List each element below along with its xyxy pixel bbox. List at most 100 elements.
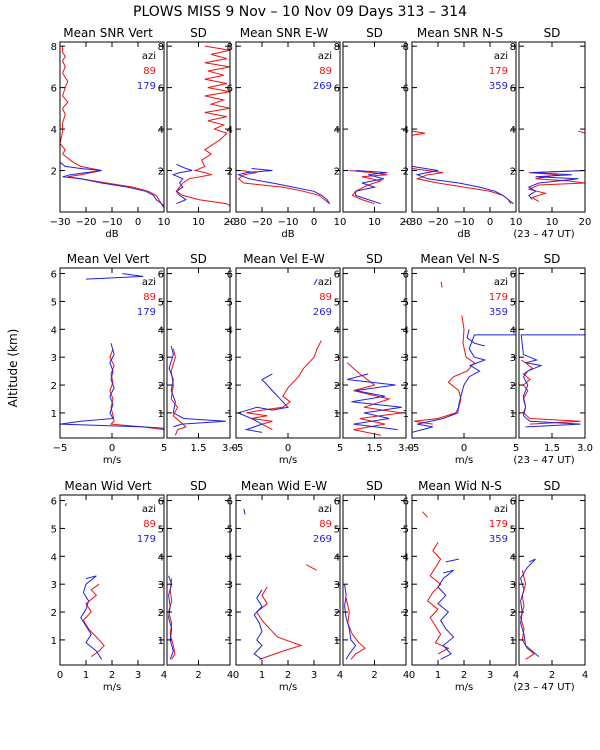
y-tick-label: 4 (51, 125, 57, 136)
x-tick-label: −10 (277, 217, 298, 228)
series-line-179 (422, 511, 428, 518)
y-tick-label: 5 (510, 524, 516, 535)
series-line-269 (347, 373, 402, 431)
x-tick-label: 1 (435, 670, 441, 681)
x-tick-label: 4 (161, 670, 167, 681)
y-tick-label: 1 (158, 636, 164, 647)
panel-snr-6: 10 20 2 4 6 8 SD (510, 26, 592, 228)
panel-title: SD (190, 479, 207, 493)
y-tick-label: 5 (51, 297, 57, 308)
legend-title: azi (318, 504, 332, 515)
panel-title: Mean Vel E-W (243, 252, 325, 266)
series-line-179 (85, 273, 144, 280)
y-tick-label: 4 (510, 552, 516, 563)
y-tick-label: 2 (510, 608, 516, 619)
x-tick-label: −20 (251, 217, 272, 228)
series-line-269 (253, 589, 263, 660)
x-tick-label: −5 (405, 443, 420, 454)
series-line-179 (168, 345, 226, 428)
legend-entry-a: 179 (489, 292, 508, 303)
series-line-89 (346, 362, 402, 436)
y-tick-label: 6 (510, 497, 516, 508)
y-tick-label: 5 (403, 297, 409, 308)
y-tick-label: 3 (403, 353, 409, 364)
legend-title: azi (142, 277, 156, 288)
y-tick-label: 6 (403, 84, 409, 95)
x-tick-label: 1 (83, 670, 89, 681)
panel-title: SD (366, 26, 383, 40)
legend-entry-b: 359 (489, 307, 508, 318)
legend-title: azi (494, 51, 508, 62)
panel-frame (518, 494, 586, 666)
y-tick-label: 6 (158, 84, 164, 95)
panel-snr-1: −30 −20 −10 0 10 2 4 6 8 Mean SNR Vert dB azi 89 179 (49, 26, 170, 240)
legend-title: azi (494, 504, 508, 515)
y-tick-label: 3 (334, 353, 340, 364)
y-tick-label: 2 (510, 381, 516, 392)
y-tick-label: 3 (334, 580, 340, 591)
y-tick-label: 6 (510, 270, 516, 281)
x-tick-label: −30 (401, 217, 422, 228)
y-tick-label: 1 (334, 409, 340, 420)
panel-snr-2: 10 20 2 4 6 8 SD (158, 26, 237, 228)
x-tick-label: 3 (135, 670, 141, 681)
x-axis-label: m/s (455, 455, 473, 466)
legend-entry-b: 359 (489, 81, 508, 92)
panel-frame (166, 494, 231, 666)
x-tick-label: 4 (513, 670, 519, 681)
x-tick-label: 1 (259, 670, 265, 681)
y-tick-label: 6 (158, 270, 164, 281)
legend-title: azi (318, 277, 332, 288)
x-tick-label: −20 (75, 217, 96, 228)
x-tick-label: 2 (285, 670, 291, 681)
y-tick-label: 6 (158, 497, 164, 508)
y-tick-label: 4 (334, 552, 340, 563)
y-tick-label: 3 (158, 580, 164, 591)
y-tick-label: 1 (403, 409, 409, 420)
panel-vel-3: −5 0 5 1 2 3 4 5 6 Mean Vel E-W m/s azi 89 269 (227, 252, 344, 466)
y-tick-label: 2 (334, 381, 340, 392)
y-tick-label: 4 (510, 125, 516, 136)
series-line-179 (426, 542, 450, 655)
panel-snr-4: 10 20 2 4 6 8 SD (334, 26, 413, 228)
series-line-89 (175, 45, 230, 207)
legend-entry-a: 89 (319, 66, 332, 77)
y-tick-label: 2 (403, 167, 409, 178)
panel-title: SD (190, 26, 207, 40)
x-axis-label: m/s (279, 455, 297, 466)
y-tick-label: 5 (158, 524, 164, 535)
x-tick-label: 0 (233, 670, 239, 681)
legend-entry-a: 89 (143, 519, 156, 530)
panel-frame (166, 267, 231, 439)
series-line-89 (349, 170, 388, 205)
y-tick-label: 4 (334, 125, 340, 136)
panel-vel-5: −5 0 5 1 2 3 4 5 6 Mean Vel N-S m/s azi 179 359 (403, 252, 520, 466)
x-tick-label: 3 (487, 670, 493, 681)
series-line-269 (243, 508, 246, 515)
y-tick-label: 6 (334, 270, 340, 281)
series-line-89 (305, 564, 317, 571)
y-tick-label: 4 (158, 552, 164, 563)
y-tick-label: 6 (227, 270, 233, 281)
y-tick-label: 2 (158, 608, 164, 619)
y-tick-label: 8 (227, 42, 233, 53)
legend-entry-b: 179 (137, 534, 156, 545)
x-tick-label: 4 (403, 670, 409, 681)
panel-wid-1: 0 1 2 3 4 1 2 3 4 5 6 Mean Wid Vert m/s azi 89 179 (51, 479, 168, 693)
y-tick-label: 1 (51, 636, 57, 647)
x-tick-label: 3.0 (222, 443, 238, 454)
x-tick-label: 20 (579, 217, 592, 228)
y-tick-label: 2 (158, 167, 164, 178)
panel-snr-3: −30 −20 −10 0 10 2 4 6 8 Mean SNR E-W dB azi 89 269 (225, 26, 346, 240)
x-tick-label: 10 (368, 217, 381, 228)
y-tick-label: 4 (510, 325, 516, 336)
x-tick-label: 4 (227, 670, 233, 681)
y-tick-label: 5 (334, 524, 340, 535)
x-tick-label: −5 (53, 443, 68, 454)
series-line-89 (345, 597, 366, 660)
y-tick-label: 3 (510, 580, 516, 591)
panel-title: SD (544, 252, 561, 266)
x-tick-label: 5 (161, 443, 167, 454)
y-tick-label: 2 (51, 381, 57, 392)
